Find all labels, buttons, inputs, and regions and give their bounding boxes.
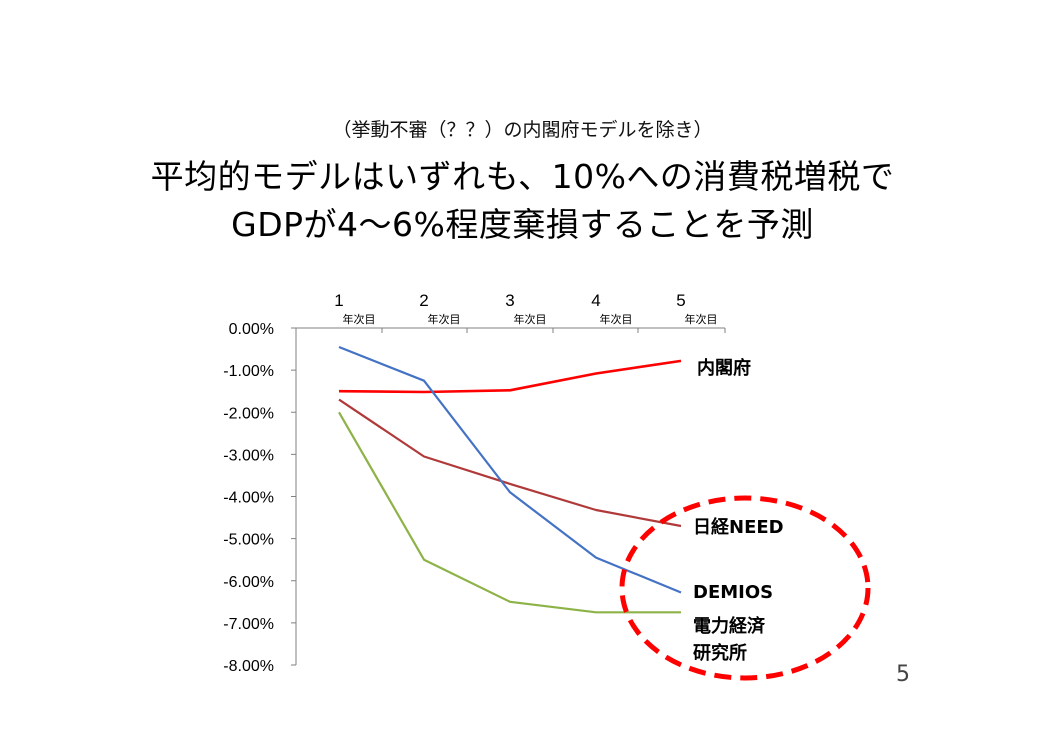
slide-subtitle: （挙動不審（？？）の内閣府モデルを除き）: [332, 119, 713, 141]
y-tick-label: -3.00%: [223, 447, 274, 464]
x-tick-label: 4: [591, 291, 600, 310]
series-label: 内閣府: [697, 357, 751, 379]
series-line: [338, 411, 681, 614]
x-tick-label: 1: [334, 291, 343, 310]
y-tick-label: 0.00%: [229, 321, 274, 338]
x-tick-sublabel: 年次目: [600, 312, 633, 326]
x-tick-sublabel: 年次目: [514, 312, 547, 326]
x-tick-label: 2: [419, 291, 428, 310]
x-tick-label: 3: [505, 291, 514, 310]
page-number: 5: [896, 662, 910, 687]
series-line: [338, 398, 682, 528]
y-tick-label: -6.00%: [223, 574, 274, 591]
y-tick-label: -2.00%: [223, 405, 274, 422]
y-tick-label: -1.00%: [223, 363, 274, 380]
series-label: DEMIOS: [693, 582, 773, 603]
slide-title-line-1: 平均的モデルはいずれも、10%への消費税増税で: [150, 157, 895, 196]
slide-title-line-2: GDPが4～6%程度棄損することを予測: [231, 205, 814, 244]
y-tick-label: -8.00%: [223, 658, 274, 675]
series-label: 研究所: [693, 642, 747, 664]
x-tick-sublabel: 年次目: [685, 312, 718, 326]
series-label: 日経NEED: [693, 516, 784, 538]
x-tick-sublabel: 年次目: [428, 312, 461, 326]
x-tick-sublabel: 年次目: [343, 312, 376, 326]
y-tick-label: -4.00%: [223, 490, 274, 507]
x-tick-label: 5: [676, 291, 685, 310]
series-line: [338, 359, 682, 394]
series-line: [338, 345, 682, 594]
highlight-ellipse: [619, 495, 871, 681]
series-label: 電力経済: [693, 615, 766, 637]
y-tick-label: -7.00%: [223, 616, 274, 633]
y-tick-label: -5.00%: [223, 532, 274, 549]
